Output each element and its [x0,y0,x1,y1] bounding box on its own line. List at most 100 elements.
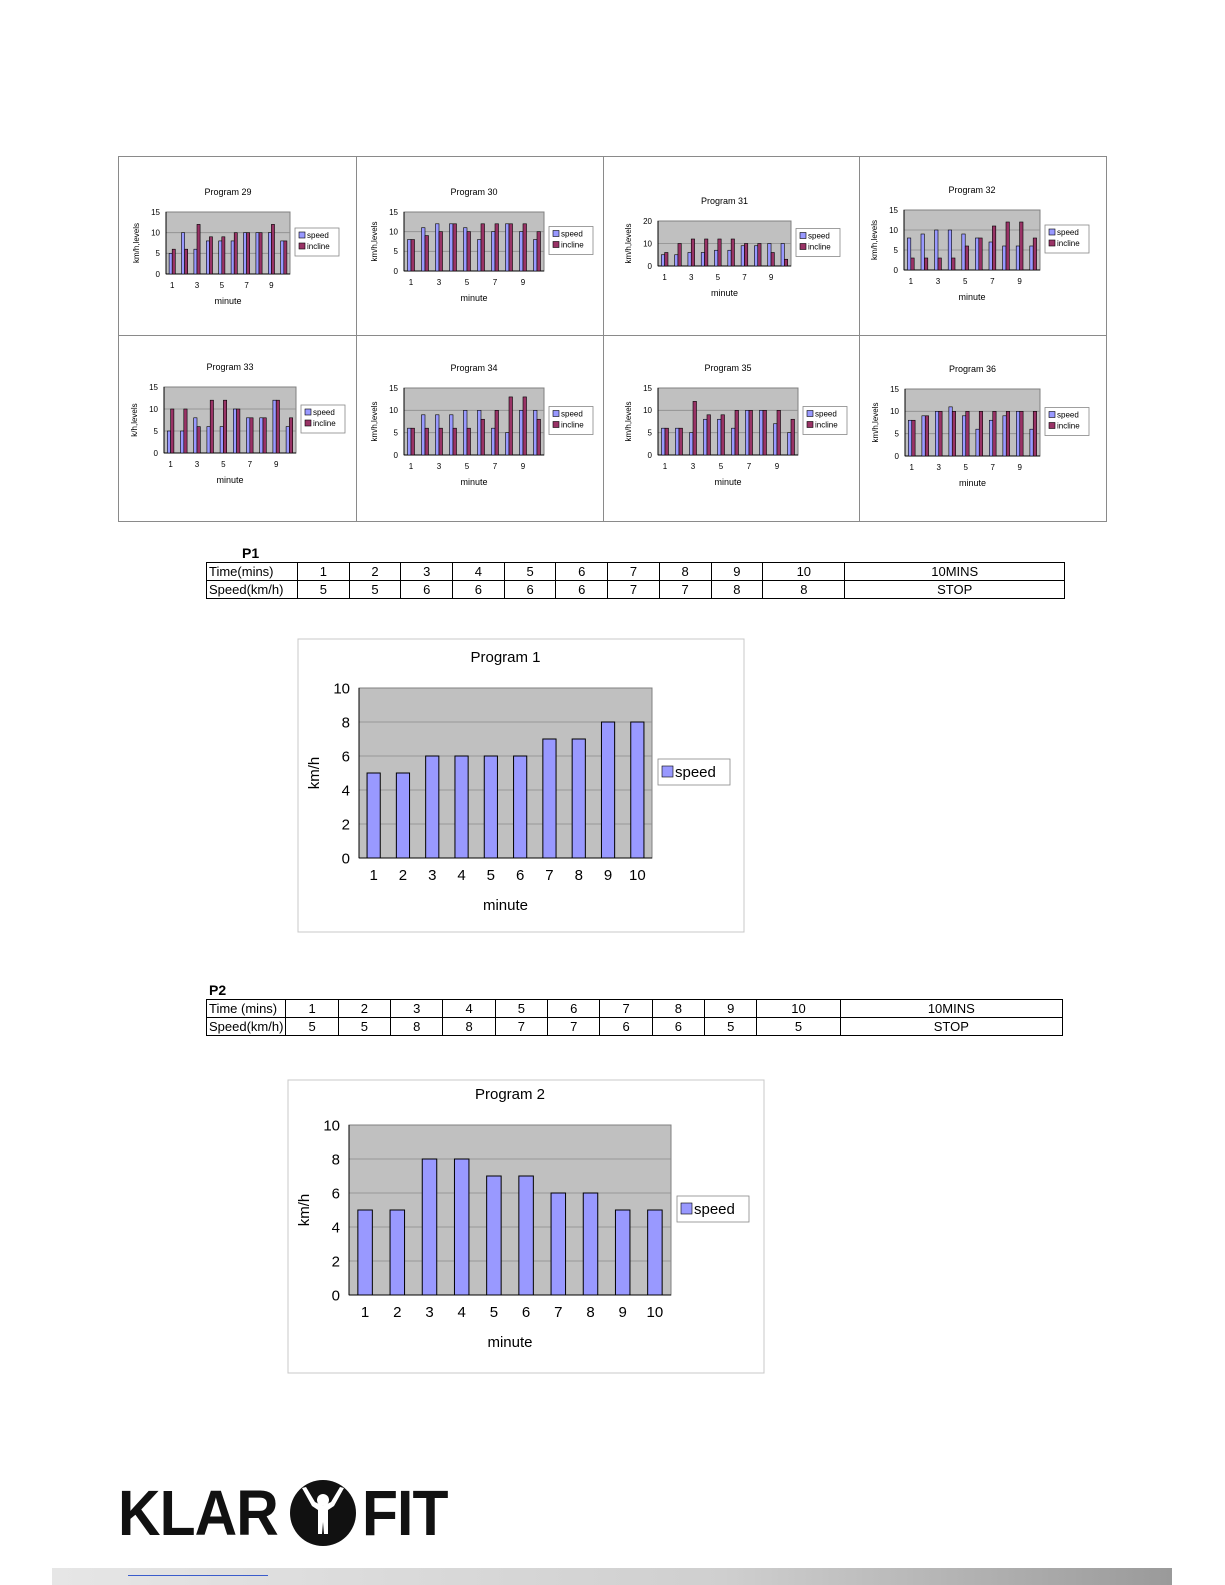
incline-bar [744,243,749,267]
y-tick-label: 0 [332,1287,340,1304]
y-axis-label: km/h,levels [870,220,879,260]
speed-bar [754,245,759,267]
time-cell: 7 [607,562,660,581]
x-tick-label: 5 [964,463,969,472]
x-tick-label: 5 [465,278,470,287]
table-row: Speed(km/h) 5 5 8 8 7 7 6 6 5 5 STOP [205,1017,1064,1036]
x-tick-label: 3 [689,273,694,282]
y-tick-label: 20 [643,217,652,226]
incline-bar [937,257,942,271]
time-cell: 1 [285,999,339,1018]
incline-bar [209,399,214,454]
speed-bar [206,426,211,454]
y-tick-label: 0 [342,850,350,867]
speed-bar [908,419,913,457]
x-tick-label: 9 [274,460,279,469]
incline-bar [494,223,499,272]
incline-bar [171,248,176,275]
y-tick-label: 15 [151,208,160,217]
p1-table: Time(mins) 1 2 3 4 5 6 7 8 9 10 10MINS S… [206,562,1065,599]
incline-bar [784,258,788,267]
legend-label: speed [307,231,329,240]
speed-bar [961,233,966,271]
y-tick-label: 0 [154,449,159,458]
speed-bar [505,432,510,456]
incline-bar [730,238,735,267]
incline-bar [1005,411,1010,457]
x-tick-label: 7 [554,1304,562,1321]
chart-title: Program 29 [204,187,251,197]
time-cell: 6 [555,562,609,581]
x-axis-label: minute [460,477,487,487]
chart-frame [287,1079,765,1374]
speed-bar [425,755,440,859]
chart-program-29: 0 5 10 15 1 3 5 7 9 Program 29 minute km/h,levels sp… [132,187,340,306]
y-tick-label: 15 [389,384,398,393]
legend-label: incline [815,421,838,430]
incline-bar [757,243,762,267]
speed-bar [600,721,616,859]
incline-bar [233,232,238,275]
incline-bar [196,224,201,275]
speed-bar [533,239,538,272]
x-axis-label: minute [958,292,985,302]
x-tick-label: 7 [545,867,553,884]
x-tick-label: 5 [719,462,724,471]
incline-bar [692,401,697,456]
speed-bar [519,410,524,456]
speed-bar [675,427,680,456]
time-cell: 7 [599,999,653,1018]
incline-bar [466,427,471,456]
legend-label: incline [561,421,584,430]
speed-bar [407,427,412,456]
person-arms-raised-icon [289,1480,356,1546]
incline-bar [508,223,513,272]
x-tick-label: 9 [1017,277,1022,286]
speed-cell: 8 [442,1017,496,1036]
x-tick-label: 10 [647,1304,664,1321]
y-tick-label: 15 [389,208,398,217]
chart-title: Program 2 [475,1086,545,1103]
x-axis-label: minute [711,288,738,298]
time-cell: 10MINS [839,999,1064,1018]
chart-program-34: 0 5 10 15 1 3 5 7 9 Program 34 minute km/h,levels sp… [370,363,594,487]
legend-swatch [552,230,560,237]
speed-bar [435,414,440,456]
klarfit-logo: KLAR FIT [118,1478,455,1548]
speed-bar [975,237,980,271]
speed-cell: 5 [756,1017,841,1036]
legend-label: speed [675,764,716,781]
incline-bar [964,245,969,271]
legend-swatch [1048,228,1056,236]
speed-bar [717,418,722,456]
speed-bar [449,414,454,456]
time-cell: 10 [756,999,841,1018]
speed-bar [389,1209,406,1296]
speed-bar [1016,411,1021,457]
x-tick-label: 6 [516,867,524,884]
y-tick-label: 15 [890,385,899,394]
incline-bar [262,417,267,454]
y-tick-label: 5 [156,249,161,258]
speed-bar [267,232,272,275]
logo-text-right: FIT [361,1477,448,1549]
speed-bar [550,1192,567,1296]
x-tick-label: 9 [769,273,774,282]
y-axis-label: km/h,levels [624,223,633,263]
speed-bar [206,240,210,275]
incline-bar [677,243,682,267]
speed-bar [454,755,469,859]
speed-bar [218,240,223,275]
chart-title: Program 36 [949,364,996,374]
y-tick-label: 10 [389,227,398,236]
speed-cell: 5 [285,1017,339,1036]
incline-bar [992,411,997,457]
x-tick-label: 5 [487,867,495,884]
incline-bar [246,232,251,275]
incline-bar [1032,237,1037,271]
speed-bar [505,223,510,272]
speed-header: Speed(km/h) [206,580,298,599]
speed-bar [714,249,719,267]
speed-bar [449,223,454,272]
incline-bar [978,237,983,271]
